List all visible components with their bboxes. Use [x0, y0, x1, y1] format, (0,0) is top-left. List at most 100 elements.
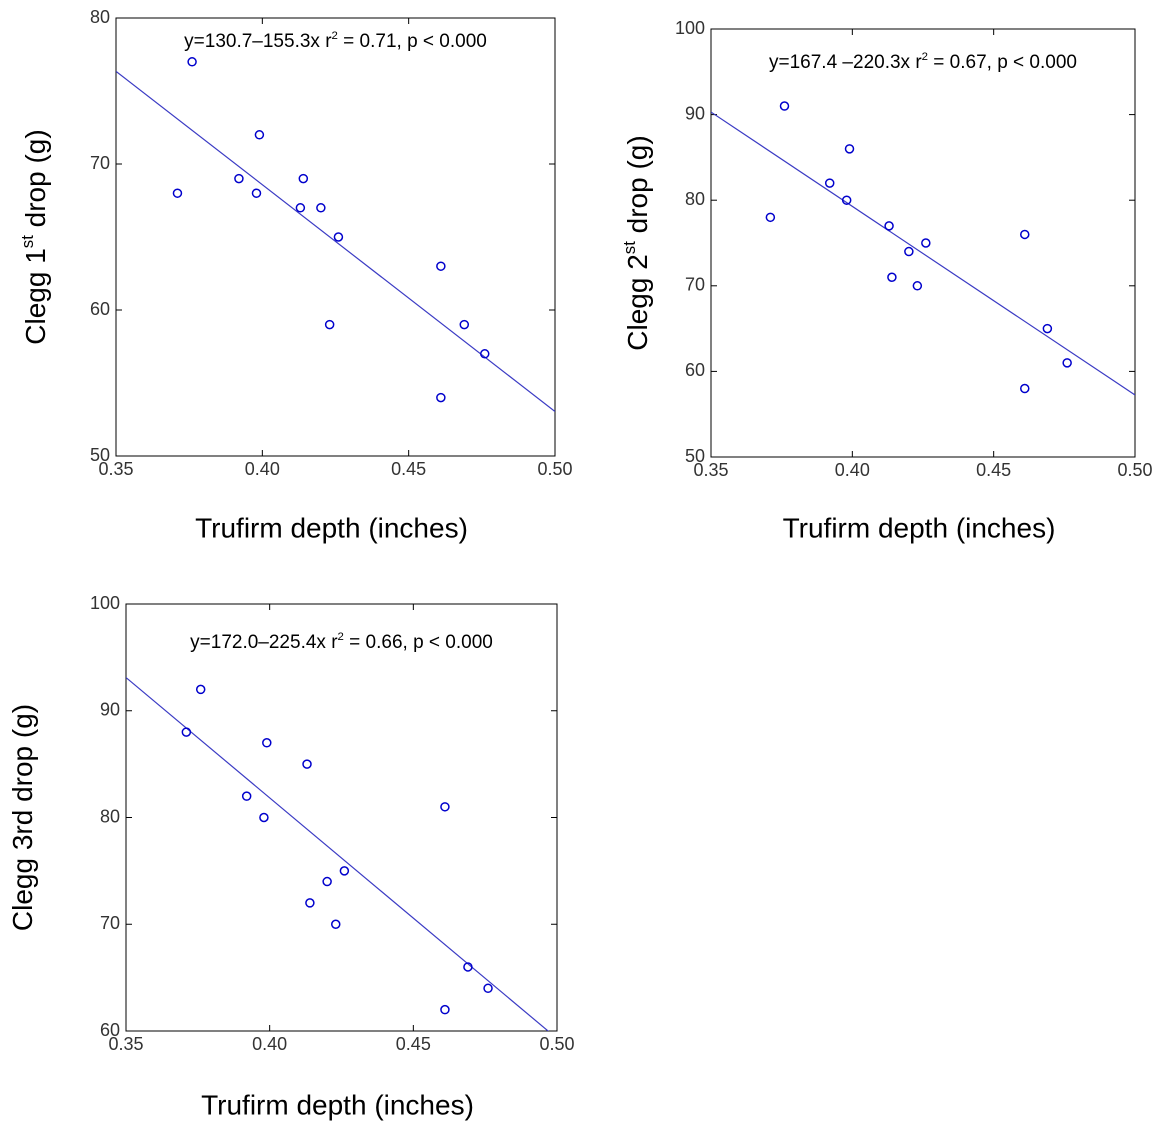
x-axis-label: Trufirm depth (inches): [195, 512, 468, 543]
data-point: [234, 173, 244, 184]
label-part: y=172.0–225.4x r: [190, 632, 338, 653]
data-point: [322, 876, 332, 887]
data-point: [436, 261, 446, 271]
x-tick-label: 0.45: [976, 460, 1011, 480]
plot-frame: [115, 17, 556, 457]
data-point: [844, 144, 855, 154]
x-tick-label: 0.50: [539, 1034, 574, 1054]
data-point: [436, 392, 446, 403]
y-axis-label: Clegg 1st drop (g): [18, 129, 51, 344]
data-point: [254, 130, 265, 140]
superscript: 2: [338, 631, 344, 643]
data-point: [295, 203, 306, 213]
data-point: [331, 919, 341, 929]
x-axis-label: Trufirm depth (inches): [201, 1089, 474, 1120]
x-tick-label: 0.35: [693, 460, 728, 480]
label-part: Clegg 3rd drop (g): [7, 704, 38, 931]
data-point: [333, 232, 344, 242]
label-part: = 0.71, p < 0.000: [338, 31, 487, 52]
data-point: [887, 272, 897, 282]
data-point: [324, 319, 335, 330]
chart: 0.35 0.40 0.45 0.50 60 70 80 90 100 y=172.0–225.4…: [7, 593, 574, 1121]
x-tick-label: 0.50: [537, 459, 572, 479]
y-tick-label: 70: [100, 913, 120, 933]
superscript: 2: [332, 30, 338, 42]
data-point: [305, 898, 315, 908]
x-tick-label: 0.50: [1117, 460, 1152, 480]
y-axis-label: Clegg 2st drop (g): [620, 135, 653, 350]
data-point: [187, 57, 197, 67]
annotation: y=167.4 –220.3x r2 = 0.67, p < 0.000: [769, 51, 1077, 73]
data-point: [259, 812, 269, 823]
y-tick-label: 100: [90, 593, 120, 613]
fit-line: [711, 111, 1135, 396]
fit-line: [126, 677, 550, 1031]
data-point: [262, 738, 272, 748]
data-point: [1020, 383, 1030, 394]
superscript: 2: [922, 51, 928, 63]
annotation: y=172.0–225.4x r2 = 0.66, p < 0.000: [190, 631, 493, 653]
x-tick-label: 0.40: [252, 1034, 287, 1054]
y-tick-label: 80: [100, 806, 120, 826]
data-point: [181, 727, 192, 737]
data-point: [483, 983, 493, 994]
data-point: [440, 1004, 450, 1015]
fit-line: [116, 70, 555, 412]
y-axis-label: Clegg 3rd drop (g): [7, 704, 38, 931]
y-tick-label: 90: [685, 103, 705, 123]
y-tick-label: 100: [675, 18, 705, 38]
x-tick-label: 0.40: [835, 460, 870, 480]
superscript: st: [620, 241, 639, 254]
x-tick-label: 0.40: [245, 459, 280, 479]
y-tick-label: 50: [90, 445, 110, 465]
y-tick-label: 60: [685, 360, 705, 380]
data-point: [912, 281, 923, 291]
data-point: [921, 238, 931, 248]
label-part: = 0.67, p < 0.000: [928, 52, 1077, 73]
label-part: = 0.66, p < 0.000: [344, 632, 493, 653]
label-part: Clegg 1: [20, 248, 51, 345]
chart: 0.35 0.40 0.45 0.50 50 60 70 80 90 100 y=167.4 –22…: [620, 18, 1153, 544]
data-point: [195, 684, 206, 695]
data-point: [298, 173, 309, 184]
data-point: [480, 349, 490, 359]
data-point: [172, 188, 183, 198]
x-tick-label: 0.45: [396, 1034, 431, 1054]
label-part: y=130.7–155.3x r: [184, 31, 332, 52]
label-part: drop (g): [622, 135, 653, 241]
label-part: Clegg 2: [622, 254, 653, 351]
plot-frame: [125, 603, 558, 1032]
data-point: [765, 212, 776, 223]
data-point: [316, 203, 326, 213]
data-point: [1062, 358, 1072, 368]
y-tick-label: 90: [100, 700, 120, 720]
chart: 0.35 0.40 0.45 0.50 50 60 70 80 y=130.7–155.3x r…: [18, 7, 573, 544]
superscript: st: [18, 235, 37, 248]
x-tick-label: 0.35: [108, 1034, 143, 1054]
data-point: [841, 195, 852, 205]
y-tick-label: 70: [685, 275, 705, 295]
plot-frame: [710, 28, 1136, 458]
label-part: drop (g): [20, 129, 51, 235]
data-point: [463, 962, 473, 972]
y-tick-label: 60: [90, 299, 110, 319]
data-point: [824, 178, 835, 188]
x-tick-label: 0.35: [98, 459, 133, 479]
data-point: [440, 802, 450, 812]
y-tick-label: 70: [90, 153, 110, 173]
x-tick-label: 0.45: [391, 459, 426, 479]
annotation: y=130.7–155.3x r2 = 0.71, p < 0.000: [184, 30, 487, 52]
data-point: [904, 246, 914, 257]
x-axis-label: Trufirm depth (inches): [783, 512, 1056, 543]
y-tick-label: 50: [685, 446, 705, 466]
y-tick-label: 80: [90, 7, 110, 27]
label-part: y=167.4 –220.3x r: [769, 52, 922, 73]
data-point: [339, 866, 350, 876]
data-point: [302, 759, 312, 769]
y-tick-label: 60: [100, 1020, 120, 1040]
data-point: [241, 791, 252, 801]
data-point: [1020, 229, 1030, 240]
data-point: [1042, 323, 1053, 334]
